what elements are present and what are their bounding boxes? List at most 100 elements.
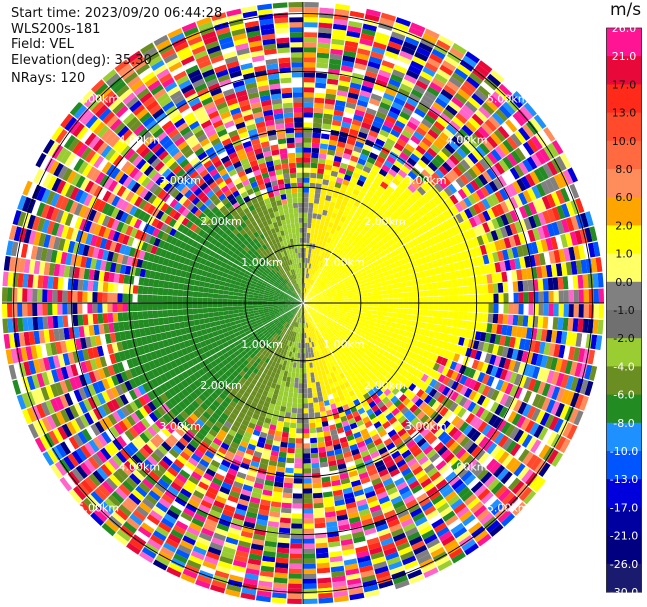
velocity-gate	[276, 42, 290, 49]
velocity-gate	[312, 296, 318, 300]
velocity-gate	[523, 292, 529, 303]
velocity-gate	[393, 97, 406, 107]
velocity-gate	[454, 132, 467, 144]
velocity-gate	[377, 258, 384, 265]
velocity-gate	[226, 193, 235, 202]
velocity-gate	[337, 193, 345, 200]
velocity-gate	[451, 72, 466, 84]
velocity-gate	[595, 257, 603, 273]
velocity-gate	[256, 248, 262, 255]
velocity-gate	[556, 220, 565, 235]
velocity-gate	[508, 292, 514, 303]
velocity-gate	[394, 248, 402, 256]
velocity-gate	[360, 210, 368, 218]
velocity-gate	[218, 315, 225, 321]
velocity-gate	[158, 150, 169, 161]
velocity-gate	[488, 115, 501, 129]
velocity-gate	[559, 153, 572, 169]
velocity-gate	[344, 218, 351, 225]
velocity-gate	[178, 103, 191, 114]
velocity-gate	[482, 139, 494, 152]
velocity-gate	[314, 97, 325, 104]
velocity-gate	[303, 257, 306, 263]
velocity-gate	[490, 69, 505, 83]
velocity-gate	[556, 205, 566, 220]
velocity-gate	[321, 133, 330, 140]
velocity-gate	[177, 303, 183, 310]
velocity-gate	[256, 229, 263, 236]
velocity-gate	[345, 273, 351, 278]
velocity-gate	[418, 297, 424, 303]
velocity-gate	[183, 148, 194, 159]
velocity-gate	[332, 299, 339, 302]
velocity-gate	[109, 76, 123, 90]
velocity-gate	[72, 278, 79, 291]
velocity-gate	[185, 134, 197, 145]
velocity-gate	[394, 173, 404, 183]
velocity-gate	[307, 253, 311, 259]
velocity-gate	[328, 284, 334, 288]
velocity-gate	[420, 71, 434, 82]
velocity-gate	[331, 279, 337, 284]
velocity-gate	[448, 76, 463, 88]
velocity-gate	[276, 174, 284, 181]
velocity-gate	[444, 143, 456, 154]
velocity-gate	[156, 131, 168, 143]
velocity-gate	[317, 298, 323, 301]
velocity-gate	[311, 258, 315, 265]
velocity-gate	[237, 217, 244, 225]
velocity-gate	[433, 120, 446, 132]
velocity-gate	[467, 194, 477, 206]
velocity-gate	[245, 82, 258, 90]
velocity-gate	[528, 201, 538, 215]
velocity-gate	[230, 173, 240, 182]
velocity-gate	[433, 216, 442, 226]
velocity-gate	[122, 92, 136, 105]
velocity-gate	[452, 151, 464, 162]
velocity-gate	[237, 126, 248, 135]
velocity-gate	[328, 268, 334, 274]
velocity-gate	[306, 296, 311, 300]
velocity-gate	[422, 283, 428, 291]
velocity-gate	[567, 275, 574, 290]
velocity-gate	[364, 256, 371, 262]
velocity-gate	[546, 193, 556, 208]
velocity-gate	[224, 55, 239, 65]
velocity-gate	[310, 157, 319, 164]
velocity-gate	[262, 304, 269, 307]
velocity-gate	[436, 135, 448, 147]
velocity-gate	[236, 239, 243, 246]
velocity-gate	[82, 279, 89, 291]
velocity-gate	[329, 287, 336, 291]
velocity-gate	[335, 3, 351, 11]
velocity-gate	[401, 129, 413, 139]
velocity-gate	[407, 286, 413, 292]
velocity-gate	[429, 253, 437, 262]
velocity-gate	[357, 99, 369, 108]
velocity-gate	[384, 241, 392, 249]
velocity-gate	[218, 151, 228, 160]
velocity-gate	[242, 239, 250, 246]
velocity-gate	[398, 270, 405, 277]
velocity-gate	[177, 309, 184, 316]
velocity-gate	[471, 164, 482, 177]
velocity-gate	[471, 276, 478, 286]
velocity-gate	[461, 185, 472, 197]
velocity-gate	[279, 189, 286, 195]
velocity-gate	[304, 267, 307, 274]
velocity-gate	[231, 75, 244, 84]
velocity-gate	[349, 227, 357, 234]
velocity-gate	[263, 109, 274, 117]
velocity-gate	[47, 289, 53, 302]
velocity-gate	[348, 87, 361, 95]
velocity-gate	[176, 75, 190, 86]
velocity-gate	[478, 106, 491, 119]
velocity-gate	[239, 242, 247, 250]
velocity-gate	[278, 209, 285, 216]
velocity-gate	[42, 303, 48, 316]
velocity-gate	[213, 142, 224, 151]
velocity-gate	[319, 143, 329, 150]
velocity-gate	[212, 119, 224, 129]
velocity-gate	[311, 248, 315, 254]
velocity-gate	[253, 231, 260, 238]
